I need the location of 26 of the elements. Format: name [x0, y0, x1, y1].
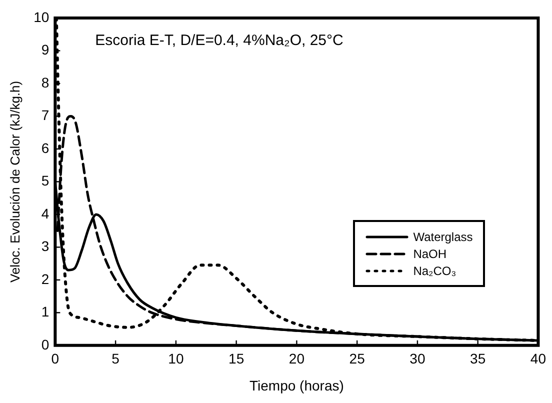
legend-label: Na₂CO₃: [413, 264, 456, 278]
y-tick-label: 2: [41, 270, 50, 287]
annotation: Escoria E-T, D/E=0.4, 4%Na₂O, 25°C: [95, 32, 344, 49]
y-tick-label: 5: [41, 172, 50, 189]
x-tick-label: 30: [410, 350, 426, 367]
x-axis-title: Tiempo (horas): [249, 377, 344, 394]
y-tick-label: 7: [41, 107, 50, 124]
x-tick-label: 10: [168, 350, 184, 367]
y-tick-label: 10: [34, 8, 50, 25]
x-tick-label: 5: [112, 350, 120, 367]
x-tick-label: 20: [288, 350, 305, 367]
x-tick-label: 40: [530, 350, 546, 367]
y-tick-label: 6: [41, 140, 50, 156]
y-tick-label: 0: [41, 336, 50, 352]
x-tick-label: 0: [51, 350, 60, 367]
y-tick-label: 4: [41, 205, 50, 222]
x-tick-label: 25: [349, 350, 366, 367]
legend-label: Waterglass: [413, 230, 473, 244]
y-axis-title: Veloc. Evolución de Calor (kJ/kg.h): [7, 80, 22, 283]
y-tick-label: 9: [41, 42, 50, 58]
x-tick-label: 15: [228, 350, 244, 367]
y-tick-label: 8: [41, 74, 50, 90]
y-tick-label: 1: [41, 304, 50, 320]
x-tick-label: 35: [470, 350, 486, 367]
y-tick-label: 3: [41, 238, 50, 254]
legend-label: NaOH: [413, 246, 447, 261]
